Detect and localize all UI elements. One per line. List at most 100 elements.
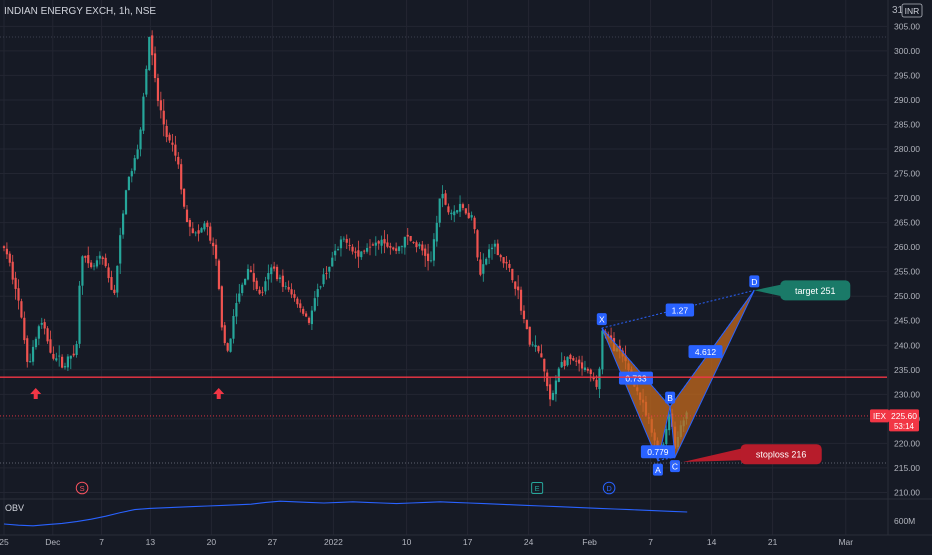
pattern-ratio-label[interactable]: 1.27 [665,303,695,317]
candle-body [145,68,148,95]
pattern-point-b[interactable]: B [665,391,676,404]
price-tick: 255.00 [894,267,920,277]
candle-body [188,220,192,227]
candle-body [78,285,81,344]
currency-badge[interactable]: 31 INR [892,3,923,18]
candle-body [60,356,64,368]
candle-body [575,360,578,362]
candle-body [185,209,189,222]
candle-body [241,284,244,294]
candle-body [5,248,9,255]
candle-body [104,257,107,267]
candle-body [476,230,479,258]
pattern-point-a[interactable]: A [652,463,663,476]
candle-body [453,211,456,216]
event-marker-label: D [606,484,612,493]
candle-body [336,249,340,251]
target-callout[interactable]: target 251 [754,280,851,301]
candle-body [180,164,183,190]
candle-body [307,317,311,323]
price-tick: 260.00 [894,242,920,252]
candle-body [299,303,302,308]
candle-body [563,360,566,367]
time-tick: Mar [838,537,853,547]
candle-body [665,428,668,445]
pattern-point-label: X [599,315,605,325]
currency-prefix: 31 [892,5,904,16]
candle-body [412,241,415,243]
time-tick: 10 [402,537,412,547]
candle-body [29,361,32,363]
candle-body [252,273,255,282]
callout-text: target 251 [795,286,836,296]
candle-body [415,242,418,248]
candle-body [316,289,319,298]
pattern-point-label: B [667,393,673,403]
candle-body [331,257,334,267]
candle-body [499,255,502,258]
candle-body [290,289,293,295]
candle-body [52,354,55,359]
stoploss-callout[interactable]: stoploss 216 [683,444,822,465]
candle-body [66,356,70,368]
pattern-ratio-label[interactable]: 0.733 [618,371,653,385]
candle-body [380,239,383,246]
candle-body [8,253,11,263]
candle-body [519,289,523,311]
price-tick: 245.00 [894,316,920,326]
candle-body [365,247,369,252]
candle-body [450,212,453,215]
candle-body [258,289,261,294]
price-value: 225.60 [891,411,917,421]
candle-body [162,110,165,125]
candle-body [461,204,465,208]
event-marker-label: E [535,484,540,493]
candle-body [270,267,273,275]
candle-body [200,228,203,233]
up-arrow-icon [30,388,42,399]
obv-axis-label: 600M [894,516,915,526]
candle-body [151,35,154,56]
event-marker-shape [531,482,544,494]
candle-body [514,281,517,289]
event-marker-e[interactable]: E [531,482,544,494]
event-marker-shape [602,481,616,495]
time-tick: 13 [146,537,156,547]
candle-body [464,208,467,214]
event-marker-d[interactable]: D [602,481,616,495]
candle-body [142,96,145,131]
currency-badge-label: INR [905,6,920,16]
candle-body [334,250,337,256]
time-tick: 7 [648,537,653,547]
pattern-point-c[interactable]: C [670,460,680,473]
candle-body [194,232,197,234]
candle-body [116,265,119,293]
candle-body [101,257,104,260]
time-tick: 7 [99,537,104,547]
pattern-point-d[interactable]: D [749,275,760,288]
price-tick: 295.00 [894,70,920,80]
pattern-point-x[interactable]: X [596,313,607,326]
candle-body [98,255,101,259]
candle-body [572,358,575,361]
candle-body [165,125,168,138]
candle-body [75,344,78,355]
candle-body [400,246,404,247]
price-tick: 215.00 [894,463,920,473]
chart-title: INDIAN ENERGY EXCH, 1h, NSE [4,6,156,17]
candle-body [525,319,528,330]
pattern-ratio-label[interactable]: 4.612 [688,345,723,359]
candle-body [546,372,549,387]
event-marker-s[interactable]: S [75,481,89,495]
pattern-ratio-label[interactable]: 0.779 [640,445,675,459]
candle-body [264,281,267,292]
candle-body [313,298,316,311]
candle-body [377,241,380,244]
candle-body [374,242,377,246]
ticker-badge [870,409,889,423]
candle-body [351,246,354,252]
candle-body [278,277,282,279]
